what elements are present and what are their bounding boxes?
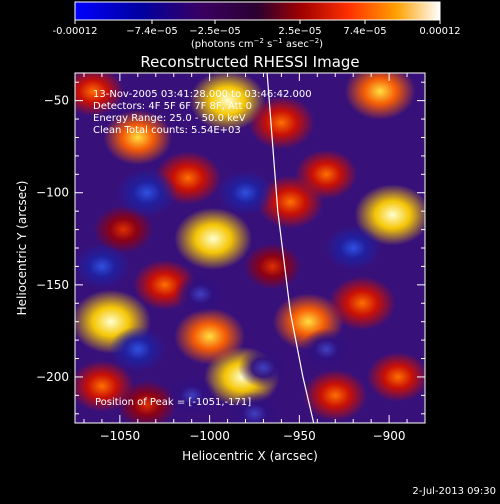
colorbar-tick-label: 2.5e−05 — [278, 26, 321, 37]
negative-blob — [166, 375, 218, 416]
heatmap-area: −1050 −1000 −950 −900 −50 −100 −150 −200 13-Nov… — [36, 72, 426, 443]
negative-blob — [216, 169, 275, 216]
annotation-line: Detectors: 4F 5F 6F 7F 8F, Att 0 — [93, 101, 252, 112]
emission-blob — [93, 205, 154, 254]
colorbar-units: (photons cm−2 s−1 asec−2) — [191, 37, 323, 50]
negative-blob — [75, 243, 131, 290]
x-tick-label: −1000 — [189, 429, 230, 443]
x-tick-label: −900 — [373, 429, 406, 443]
emission-blob — [248, 96, 315, 150]
colorbar: -0.00012 −7.4e−05 −2.5e−05 2.5e−05 7.4e−05 0.… — [53, 1, 461, 50]
chart-title: Reconstructed RHESSI Image — [140, 53, 359, 71]
emission-blob — [243, 243, 302, 290]
emission-blob — [367, 352, 425, 402]
negative-blob — [324, 225, 382, 271]
colorbar-tick-label: 7.4e−05 — [343, 26, 386, 37]
colorbar-tick-label: −7.4e−05 — [126, 26, 178, 37]
heatmap-blobs — [75, 73, 425, 423]
emission-blob — [344, 73, 416, 120]
emission-blob — [75, 73, 124, 117]
negative-blob — [174, 272, 228, 316]
y-tick-label: −50 — [44, 94, 69, 108]
negative-blob — [109, 326, 167, 373]
x-tick-label: −1050 — [100, 429, 141, 443]
emission-blob — [354, 184, 425, 246]
emission-blob — [103, 109, 173, 165]
negative-blob — [299, 328, 353, 371]
emission-blob — [303, 369, 368, 422]
solar-limb-line — [266, 73, 315, 423]
annotation-line: Energy Range: 25.0 - 50.0 keV — [93, 113, 246, 124]
peak-position-label: Position of Peak = [-1051,-171] — [95, 397, 251, 408]
negative-blob — [115, 167, 178, 218]
x-tick-label: −950 — [283, 429, 316, 443]
emission-blob — [174, 207, 253, 270]
footer-timestamp: 2-Jul-2013 09:30 — [412, 486, 496, 497]
axes: −1050 −1000 −950 −900 −50 −100 −150 −200 — [36, 73, 426, 443]
y-axis-label: Heliocentric Y (arcsec) — [15, 181, 29, 316]
y-tick-label: −100 — [36, 186, 69, 200]
colorbar-tick-label: −2.5e−05 — [189, 26, 241, 37]
emission-blob — [174, 308, 246, 365]
colorbar-ticks: -0.00012 −7.4e−05 −2.5e−05 2.5e−05 7.4e−05 0.… — [53, 20, 461, 37]
annotation-line: 13-Nov-2005 03:41:28.000 to 03:46:42.000 — [93, 89, 312, 100]
emission-blob — [328, 276, 396, 331]
emission-blob — [295, 149, 358, 200]
colorbar-tick-label: 0.00012 — [419, 26, 460, 37]
emission-blob — [116, 380, 177, 423]
y-tick-label: −200 — [36, 370, 69, 384]
annotation-line: Clean Total counts: 5.54E+03 — [93, 125, 241, 136]
colorbar-gradient — [74, 1, 441, 21]
y-tick-label: −150 — [36, 278, 69, 292]
emission-blob — [189, 73, 266, 131]
negative-blob — [226, 391, 283, 423]
negative-blob — [238, 347, 289, 389]
colorbar-tick-label: -0.00012 — [53, 26, 98, 37]
annotation-block: 13-Nov-2005 03:41:28.000 to 03:46:42.000… — [93, 89, 312, 136]
x-axis-label: Heliocentric X (arcsec) — [182, 449, 318, 463]
